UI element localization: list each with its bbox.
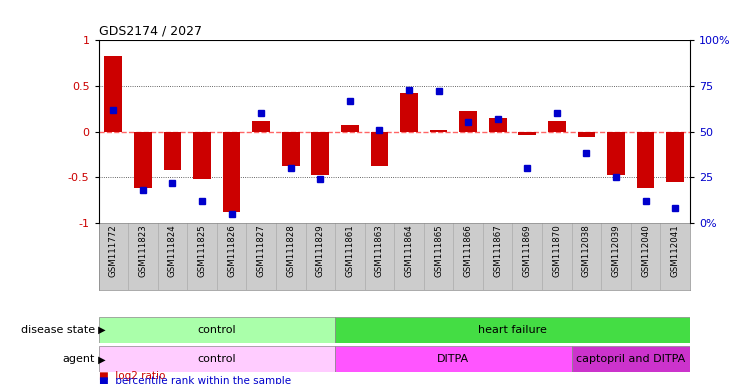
Bar [341, 125, 358, 131]
Text: disease state: disease state [20, 325, 95, 335]
Bar [99, 317, 335, 343]
Text: GSM111867: GSM111867 [493, 225, 502, 278]
Text: control: control [198, 325, 236, 335]
Text: DITPA: DITPA [437, 354, 469, 364]
Bar [99, 346, 335, 372]
Text: GSM111826: GSM111826 [227, 225, 236, 278]
Bar [335, 317, 690, 343]
Bar [223, 131, 240, 212]
Text: GSM111825: GSM111825 [198, 225, 207, 278]
Bar [430, 130, 447, 131]
Bar [193, 131, 211, 179]
Text: GSM111864: GSM111864 [404, 225, 413, 278]
Bar [577, 131, 595, 137]
Text: GSM112039: GSM112039 [612, 225, 620, 277]
Text: ■  log2 ratio: ■ log2 ratio [99, 371, 165, 381]
Text: ▶: ▶ [95, 325, 106, 335]
Text: GSM112038: GSM112038 [582, 225, 591, 278]
Text: GSM111772: GSM111772 [109, 225, 118, 278]
Text: GSM111828: GSM111828 [286, 225, 295, 278]
Bar [335, 346, 572, 372]
Bar [548, 121, 566, 131]
Bar [164, 131, 181, 170]
Bar [637, 131, 654, 188]
Text: captopril and DITPA: captopril and DITPA [576, 354, 685, 364]
Text: GSM111861: GSM111861 [345, 225, 354, 278]
Text: heart failure: heart failure [478, 325, 547, 335]
Bar [400, 93, 418, 131]
Text: GSM112040: GSM112040 [641, 225, 650, 278]
Bar [282, 131, 299, 166]
Text: GSM111829: GSM111829 [316, 225, 325, 277]
Text: control: control [198, 354, 236, 364]
Bar [666, 131, 684, 182]
Bar [572, 346, 690, 372]
Text: GSM111863: GSM111863 [375, 225, 384, 278]
Text: GSM111869: GSM111869 [523, 225, 531, 277]
Bar [607, 131, 625, 175]
Bar [104, 56, 122, 131]
Bar [134, 131, 152, 188]
Bar [459, 111, 477, 131]
Text: GDS2174 / 2027: GDS2174 / 2027 [99, 25, 201, 38]
Text: GSM111866: GSM111866 [464, 225, 472, 278]
Bar [489, 118, 507, 131]
Text: GSM111823: GSM111823 [139, 225, 147, 278]
Text: GSM112041: GSM112041 [671, 225, 680, 278]
Bar [312, 131, 329, 175]
Text: ▶: ▶ [95, 354, 106, 364]
Text: GSM111870: GSM111870 [553, 225, 561, 278]
Bar [253, 121, 270, 131]
Text: ■  percentile rank within the sample: ■ percentile rank within the sample [99, 376, 291, 384]
Bar [518, 131, 536, 135]
Bar [371, 131, 388, 166]
Text: GSM111827: GSM111827 [257, 225, 266, 278]
Text: GSM111824: GSM111824 [168, 225, 177, 278]
Text: GSM111865: GSM111865 [434, 225, 443, 278]
Text: agent: agent [63, 354, 95, 364]
